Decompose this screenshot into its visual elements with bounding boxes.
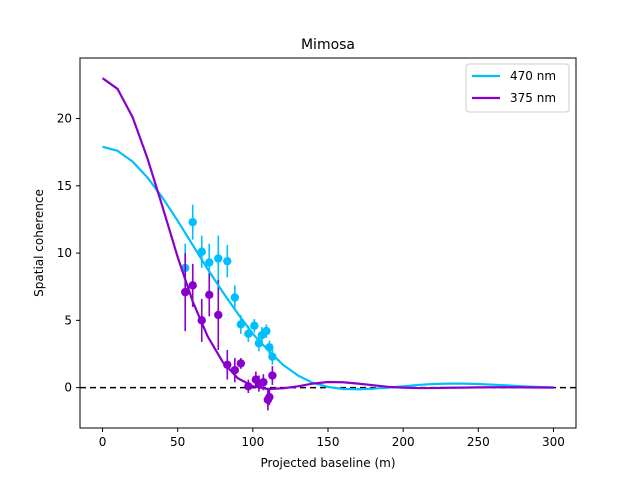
data-point-375nm-0 <box>181 287 190 297</box>
data-point-470nm-3 <box>205 258 214 267</box>
y-tick-label-20: 20 <box>57 112 72 126</box>
data-point-470nm-1 <box>188 217 197 227</box>
y-tick-label-0: 0 <box>64 381 72 395</box>
data-point-375nm-4 <box>214 310 223 320</box>
data-point-470nm-12 <box>262 326 271 336</box>
y-tick-label-5: 5 <box>64 313 72 327</box>
data-point-375nm-1 <box>188 281 197 290</box>
x-tick-label-250: 250 <box>467 435 490 449</box>
x-tick-label-0: 0 <box>99 435 107 449</box>
data-point-470nm-14 <box>268 352 277 361</box>
x-axis-label: Projected baseline (m) <box>261 456 396 470</box>
data-point-375nm-5 <box>223 360 232 369</box>
data-point-470nm-6 <box>230 293 240 302</box>
legend: 470 nm 375 nm <box>465 63 570 113</box>
data-point-375nm-13 <box>265 392 274 402</box>
y-axis-label: Spatial coherence <box>32 189 46 297</box>
chart-title: Mimosa <box>301 37 355 53</box>
data-point-375nm-7 <box>236 359 246 368</box>
axis-ticks: 0 50 100 150 200 250 300 0 5 10 15 20 <box>57 112 565 449</box>
data-point-470nm-9 <box>250 321 259 330</box>
data-point-470nm-4 <box>214 254 223 263</box>
data-point-375nm-11 <box>259 378 268 387</box>
data-point-375nm-3 <box>205 290 214 299</box>
x-tick-label-200: 200 <box>392 435 415 449</box>
x-tick-label-100: 100 <box>241 435 264 449</box>
x-tick-label-300: 300 <box>542 435 565 449</box>
legend-label-375nm: 375 nm <box>510 91 556 105</box>
y-tick-label-10: 10 <box>57 246 72 260</box>
plot-area <box>80 77 576 411</box>
x-tick-label-150: 150 <box>317 435 340 449</box>
data-point-470nm-5 <box>223 256 232 266</box>
x-tick-label-50: 50 <box>170 435 185 449</box>
data-point-375nm-14 <box>268 371 277 380</box>
y-tick-label-15: 15 <box>57 179 72 193</box>
fit-curve-375nm <box>101 77 554 391</box>
data-point-470nm-2 <box>197 247 206 256</box>
fit-curve-470nm <box>102 145 554 391</box>
legend-label-470nm: 470 nm <box>510 69 556 83</box>
